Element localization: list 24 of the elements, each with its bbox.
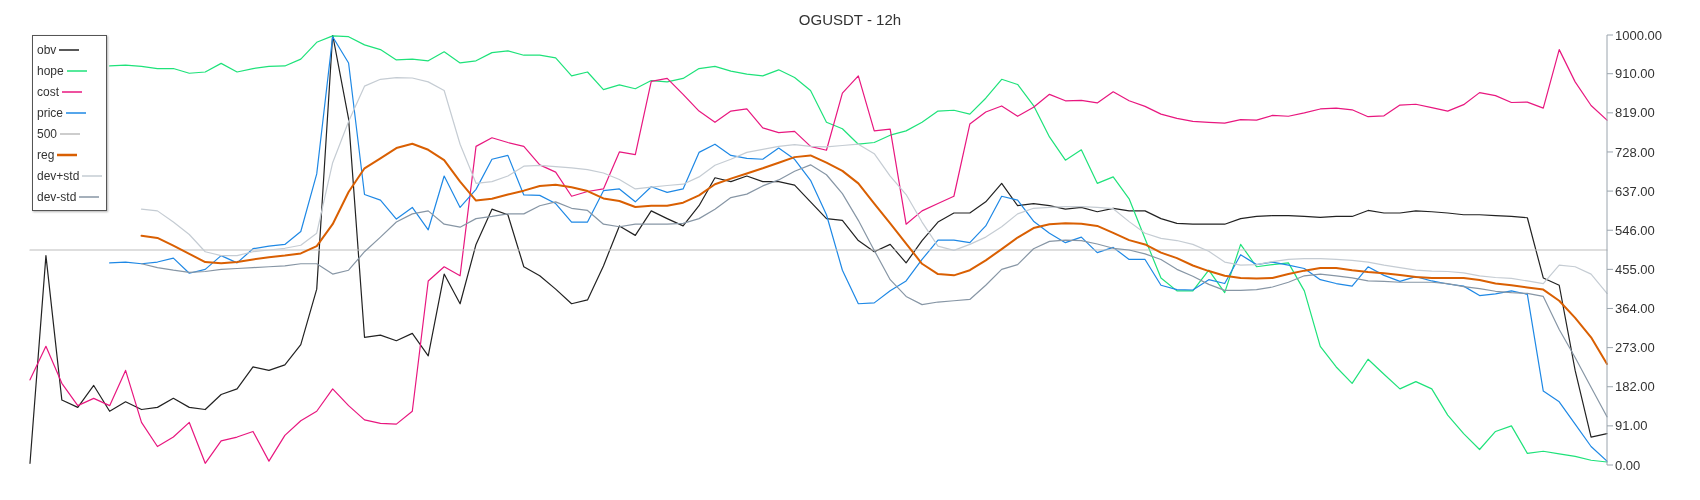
legend-label: hope — [37, 63, 64, 78]
y-tick-label: 273.00 — [1615, 340, 1655, 356]
y-tick-label: 637.00 — [1615, 183, 1655, 199]
legend-label: price — [37, 105, 64, 120]
legend-label: dev+std — [37, 168, 80, 183]
legend-label: cost — [37, 84, 60, 99]
y-tick-label: 182.00 — [1615, 379, 1655, 395]
legend-label: dev-std — [37, 189, 77, 204]
line-series — [140, 164, 1608, 418]
line-series — [140, 142, 1608, 365]
y-tick-label: 91.00 — [1615, 418, 1648, 434]
y-tick-label: 546.00 — [1615, 222, 1655, 238]
y-tick-label: 910.00 — [1615, 66, 1655, 82]
line-series — [140, 76, 1608, 295]
y-tick-label: 728.00 — [1615, 144, 1655, 160]
y-tick-label: 0.00 — [1615, 457, 1641, 473]
y-tick-label: 819.00 — [1615, 105, 1655, 121]
chart-title: OGUSDT - 12h — [797, 11, 903, 28]
legend-label: 500 — [37, 126, 58, 141]
legend-label: reg — [37, 147, 55, 162]
y-tick-label: 364.00 — [1615, 301, 1655, 317]
y-tick-label: 455.00 — [1615, 261, 1655, 277]
legend-label: obv — [37, 42, 57, 57]
y-tick-label: 1000.00 — [1615, 27, 1662, 43]
